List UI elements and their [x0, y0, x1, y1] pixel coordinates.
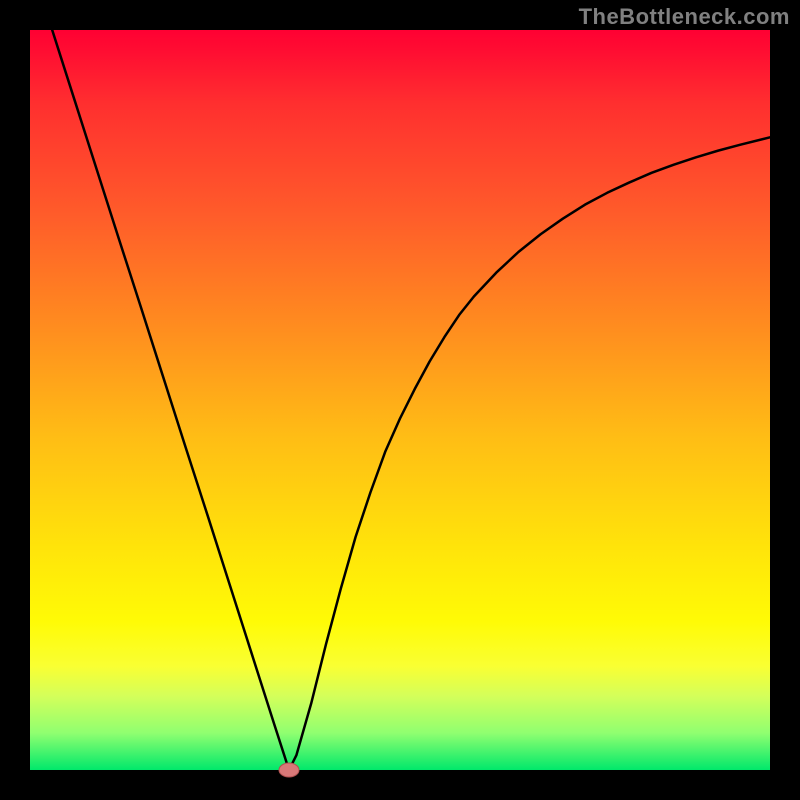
- chart-container: TheBottleneck.com: [0, 0, 800, 800]
- chart-svg: [0, 0, 800, 800]
- minimum-marker: [279, 763, 299, 777]
- plot-background: [30, 30, 770, 770]
- watermark-text: TheBottleneck.com: [579, 4, 790, 30]
